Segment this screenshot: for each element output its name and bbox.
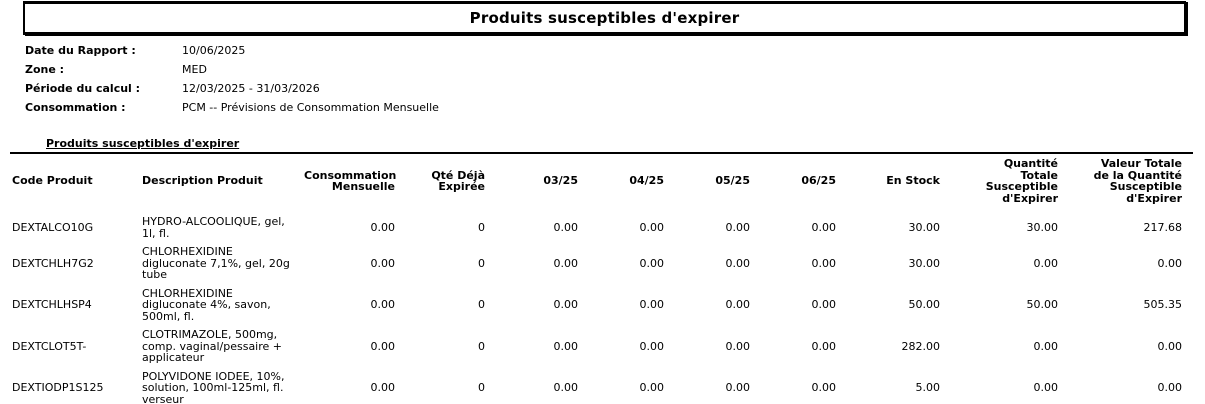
- cell-03-25: 0.00: [553, 298, 579, 311]
- cell-code: DEXTALCO10G: [12, 220, 94, 234]
- cell-06-25: 0.00: [811, 220, 837, 234]
- cell-consommation: 0.00: [370, 339, 396, 353]
- cell-04-25: 0.00: [639, 381, 665, 394]
- table-row: DEXTALCO10G HYDRO-ALCOOLIQUE, gel, 1l, f…: [10, 213, 1184, 243]
- cell-qte-totale: 0.00: [1033, 381, 1059, 394]
- column-header-06-25: 06/25: [801, 174, 836, 188]
- cell-en-stock: 50.00: [908, 298, 941, 311]
- cell-description: CHLORHEXIDINE digluconate 4%, savon, 500…: [142, 286, 271, 323]
- cell-06-25: 0.00: [811, 381, 837, 394]
- meta-label: Consommation :: [25, 101, 126, 114]
- cell-03-25: 0.00: [553, 220, 579, 234]
- meta-value: 12/03/2025 - 31/03/2026: [182, 82, 320, 95]
- cell-consommation: 0.00: [370, 220, 396, 234]
- column-header-consommation: Consommation Mensuelle: [304, 168, 397, 193]
- cell-en-stock: 30.00: [908, 220, 941, 234]
- cell-04-25: 0.00: [639, 298, 665, 311]
- cell-04-25: 0.00: [639, 220, 665, 234]
- cell-description: CLOTRIMAZOLE, 500mg, comp. vaginal/pessa…: [142, 328, 283, 364]
- meta-value: MED: [182, 63, 207, 76]
- meta-value: PCM -- Prévisions de Consommation Mensue…: [182, 101, 439, 114]
- cell-description: CHLORHEXIDINE digluconate 7,1%, gel, 20g…: [142, 245, 290, 281]
- report-title-box: Produits susceptibles d'expirer: [23, 1, 1186, 35]
- column-header-valeur-totale: Valeur Totale de la Quantité Susceptible…: [1093, 157, 1182, 205]
- cell-qte-expiree: 0: [478, 339, 485, 353]
- cell-qte-totale: 0.00: [1033, 256, 1059, 270]
- meta-label: Date du Rapport :: [25, 44, 136, 57]
- column-header-qte-totale: Quantité Totale Susceptible d'Expirer: [985, 157, 1058, 205]
- meta-row-zone: Zone : MED: [25, 60, 1205, 79]
- cell-qte-expiree: 0: [478, 298, 485, 311]
- report-title: Produits susceptibles d'expirer: [469, 9, 740, 27]
- cell-valeur-totale: 505.35: [1143, 298, 1183, 311]
- cell-05-25: 0.00: [725, 339, 751, 353]
- section-title: Produits susceptibles d'expirer: [46, 137, 240, 150]
- meta-row-date: Date du Rapport : 10/06/2025: [25, 41, 1205, 60]
- cell-04-25: 0.00: [639, 256, 665, 270]
- column-header-description: Description Produit: [142, 174, 263, 188]
- cell-06-25: 0.00: [811, 339, 837, 353]
- cell-en-stock: 5.00: [915, 381, 941, 394]
- cell-qte-expiree: 0: [478, 381, 485, 394]
- cell-05-25: 0.00: [725, 381, 751, 394]
- cell-qte-totale: 50.00: [1026, 298, 1059, 311]
- column-header-en-stock: En Stock: [886, 174, 940, 188]
- cell-04-25: 0.00: [639, 339, 665, 353]
- meta-row-periode: Période du calcul : 12/03/2025 - 31/03/20…: [25, 79, 1205, 98]
- meta-label: Zone :: [25, 63, 65, 76]
- table-header-row: Code Produit Description Produit Consomm…: [10, 154, 1184, 213]
- column-header-03-25: 03/25: [543, 174, 578, 188]
- table-row: DEXTCHLHSP4 CHLORHEXIDINE digluconate 4%…: [10, 285, 1184, 327]
- cell-valeur-totale: 217.68: [1143, 220, 1183, 234]
- report-meta: Date du Rapport : 10/06/2025 Zone : MED Pé…: [25, 41, 1205, 117]
- cell-code: DEXTCHLH7G2: [12, 256, 94, 270]
- cell-consommation: 0.00: [370, 256, 396, 270]
- column-header-05-25: 05/25: [715, 174, 750, 188]
- cell-qte-totale: 0.00: [1033, 339, 1059, 353]
- meta-label: Période du calcul :: [25, 82, 141, 95]
- section-header: Produits susceptibles d'expirer: [10, 137, 1193, 154]
- cell-05-25: 0.00: [725, 220, 751, 234]
- column-header-qte-expiree: Qté Déjà Expirée: [431, 168, 485, 193]
- cell-valeur-totale: 0.00: [1157, 256, 1183, 270]
- cell-05-25: 0.00: [725, 298, 751, 311]
- cell-code: DEXTCHLHSP4: [12, 298, 92, 311]
- column-header-code: Code Produit: [12, 174, 93, 188]
- cell-code: DEXTIODP1S125: [12, 381, 104, 394]
- cell-consommation: 0.00: [370, 298, 396, 311]
- cell-06-25: 0.00: [811, 298, 837, 311]
- table-row: DEXTCLOT5T- CLOTRIMAZOLE, 500mg, comp. v…: [10, 326, 1184, 368]
- cell-05-25: 0.00: [725, 256, 751, 270]
- table-row: DEXTIODP1S125 POLYVIDONE IODEE, 10%, sol…: [10, 368, 1184, 404]
- cell-qte-expiree: 0: [478, 220, 485, 234]
- cell-06-25: 0.00: [811, 256, 837, 270]
- cell-qte-expiree: 0: [478, 256, 485, 270]
- products-table: Code Produit Description Produit Consomm…: [10, 154, 1184, 404]
- cell-valeur-totale: 0.00: [1157, 381, 1183, 394]
- column-header-04-25: 04/25: [629, 174, 664, 188]
- cell-code: DEXTCLOT5T-: [12, 339, 87, 353]
- cell-03-25: 0.00: [553, 256, 579, 270]
- cell-en-stock: 282.00: [901, 339, 941, 353]
- table-row: DEXTCHLH7G2 CHLORHEXIDINE digluconate 7,…: [10, 243, 1184, 285]
- meta-value: 10/06/2025: [182, 44, 246, 57]
- cell-description: POLYVIDONE IODEE, 10%, solution, 100ml-1…: [142, 369, 285, 404]
- cell-valeur-totale: 0.00: [1157, 339, 1183, 353]
- cell-en-stock: 30.00: [908, 256, 941, 270]
- cell-03-25: 0.00: [553, 381, 579, 394]
- cell-03-25: 0.00: [553, 339, 579, 353]
- meta-row-consommation: Consommation : PCM -- Prévisions de Conso…: [25, 98, 1205, 117]
- cell-consommation: 0.00: [370, 381, 396, 394]
- cell-qte-totale: 30.00: [1026, 220, 1059, 234]
- cell-description: HYDRO-ALCOOLIQUE, gel, 1l, fl.: [142, 215, 285, 240]
